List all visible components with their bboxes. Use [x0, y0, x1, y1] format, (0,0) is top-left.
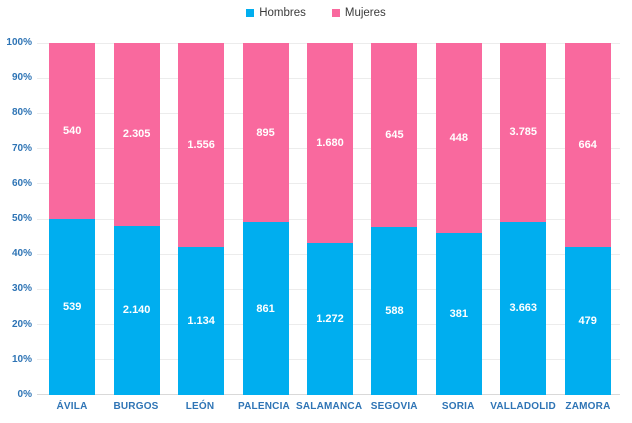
bar-value-label-mujeres-soria: 448: [449, 132, 469, 145]
bar-segment-hombres-segovia[interactable]: 588: [371, 227, 418, 395]
bar-soria: 448 381: [435, 43, 482, 395]
x-axis-category-label-valladolid: VALLADOLID: [490, 401, 556, 412]
bar-segment-mujeres-avila[interactable]: 540: [49, 43, 96, 220]
bar-value-label-hombres-palencia: 861: [256, 302, 275, 315]
x-axis-category-label-salamanca: SALAMANCA: [296, 401, 363, 412]
bar-palencia: 895 861: [242, 43, 289, 395]
bar-segment-mujeres-valladolid[interactable]: 3.785: [500, 43, 547, 222]
bar-avila: 540 539: [49, 43, 96, 395]
bar-segment-mujeres-leon[interactable]: 1.556: [178, 43, 225, 247]
y-axis-tick-label: 30%: [11, 283, 32, 295]
bar-segment-hombres-palencia[interactable]: 861: [242, 222, 289, 395]
bar-group-salamanca: 1.680 1.272: [298, 43, 362, 395]
y-axis-tick-label: 40%: [11, 248, 32, 260]
bar-value-label-hombres-burgos: 2.140: [122, 304, 151, 317]
x-axis-category-label-leon: LEÓN: [185, 401, 215, 412]
bar-segment-mujeres-salamanca[interactable]: 1.680: [306, 43, 353, 244]
x-axis-category-label-palencia: PALENCIA: [238, 401, 290, 412]
bar-burgos: 2.305 2.140: [113, 43, 160, 395]
bar-value-label-hombres-soria: 381: [449, 308, 469, 321]
legend-item-mujeres[interactable]: Mujeres: [331, 7, 386, 19]
bar-value-label-hombres-zamora: 479: [578, 315, 597, 328]
bar-leon: 1.556 1.134: [178, 43, 225, 395]
bar-value-label-mujeres-palencia: 895: [256, 126, 275, 139]
bar-segovia: 645 588: [371, 43, 418, 395]
bar-value-label-hombres-valladolid: 3.663: [509, 302, 538, 315]
bar-salamanca: 1.680 1.272: [306, 43, 353, 395]
bar-group-avila: 540 539: [40, 43, 104, 395]
bar-group-leon: 1.556 1.134: [169, 43, 233, 395]
bar-value-label-hombres-avila: 539: [63, 301, 82, 314]
bar-segment-hombres-burgos[interactable]: 2.140: [113, 225, 160, 395]
bar-group-burgos: 2.305 2.140: [104, 43, 168, 395]
x-axis-category-label-zamora: ZAMORA: [565, 401, 611, 412]
legend-swatch-hombres-icon: [246, 9, 255, 17]
y-axis-tick-label: 70%: [11, 142, 32, 154]
y-axis-tick-label: 20%: [11, 318, 32, 330]
bar-value-label-mujeres-salamanca: 1.680: [316, 137, 344, 150]
bar-segment-hombres-valladolid[interactable]: 3.663: [500, 221, 547, 395]
bar-value-label-hombres-leon: 1.134: [187, 314, 215, 327]
bar-segment-mujeres-zamora[interactable]: 664: [564, 43, 611, 248]
bar-value-label-mujeres-burgos: 2.305: [122, 128, 151, 141]
x-axis-category-label-segovia: SEGOVIA: [370, 401, 418, 412]
bar-group-segovia: 645 588: [362, 43, 426, 395]
bar-segment-hombres-salamanca[interactable]: 1.272: [306, 243, 353, 395]
y-axis-tick-label: 10%: [11, 353, 32, 365]
legend-item-hombres[interactable]: Hombres: [246, 7, 306, 19]
x-axis-category-label-soria: SORIA: [441, 401, 475, 412]
bar-segment-hombres-leon[interactable]: 1.134: [178, 246, 225, 395]
legend-label-hombres: Hombres: [259, 7, 306, 19]
bar-zamora: 664 479: [564, 43, 611, 395]
plot-area: 540 539 2.305 2.140 1.556 1.134 895 861 1.680 1.2…: [37, 42, 620, 395]
legend-swatch-mujeres-icon: [331, 9, 340, 17]
x-axis-category-label-burgos: BURGOS: [113, 401, 159, 412]
bar-value-label-hombres-salamanca: 1.272: [316, 313, 344, 326]
bar-segment-mujeres-soria[interactable]: 448: [435, 43, 482, 234]
bar-segment-hombres-soria[interactable]: 381: [435, 233, 482, 395]
bar-value-label-mujeres-segovia: 645: [385, 129, 404, 142]
bar-group-palencia: 895 861: [233, 43, 297, 395]
bar-segment-hombres-zamora[interactable]: 479: [564, 247, 611, 395]
x-axis-category-label-avila: ÁVILA: [56, 401, 88, 412]
bar-value-label-hombres-segovia: 588: [385, 305, 404, 318]
bar-group-soria: 448 381: [427, 43, 491, 395]
bar-valladolid: 3.785 3.663: [500, 43, 547, 395]
chart-legend: Hombres Mujeres: [0, 7, 632, 19]
bar-segment-mujeres-palencia[interactable]: 895: [242, 43, 289, 223]
bar-segment-hombres-avila[interactable]: 539: [49, 219, 96, 395]
y-axis-tick-label: 60%: [11, 177, 32, 189]
y-axis-tick-label: 100%: [6, 37, 32, 48]
bar-value-label-mujeres-zamora: 664: [578, 139, 597, 152]
bar-segment-mujeres-burgos[interactable]: 2.305: [113, 43, 160, 226]
bar-value-label-mujeres-valladolid: 3.785: [509, 126, 538, 139]
bar-columns: 540 539 2.305 2.140 1.556 1.134 895 861 1.680 1.2…: [40, 43, 620, 395]
y-axis-tick-label: 50%: [11, 213, 32, 224]
bar-segment-mujeres-segovia[interactable]: 645: [371, 43, 418, 228]
bar-group-valladolid: 3.785 3.663: [491, 43, 555, 395]
y-axis: 0% 10% 20% 30% 40% 50% 60% 70% 80% 90% 100%: [0, 37, 35, 400]
bar-value-label-mujeres-avila: 540: [63, 125, 82, 138]
bar-value-label-mujeres-leon: 1.556: [187, 138, 215, 151]
y-axis-tick-label: 0%: [17, 389, 32, 400]
legend-label-mujeres: Mujeres: [344, 7, 386, 19]
y-axis-tick-label: 80%: [11, 107, 32, 119]
x-axis: ÁVILA BURGOS LEÓN PALENCIA SALAMANCA SEGOVIA S…: [40, 401, 620, 412]
y-axis-tick-label: 90%: [11, 72, 32, 84]
bar-group-zamora: 664 479: [556, 43, 620, 395]
